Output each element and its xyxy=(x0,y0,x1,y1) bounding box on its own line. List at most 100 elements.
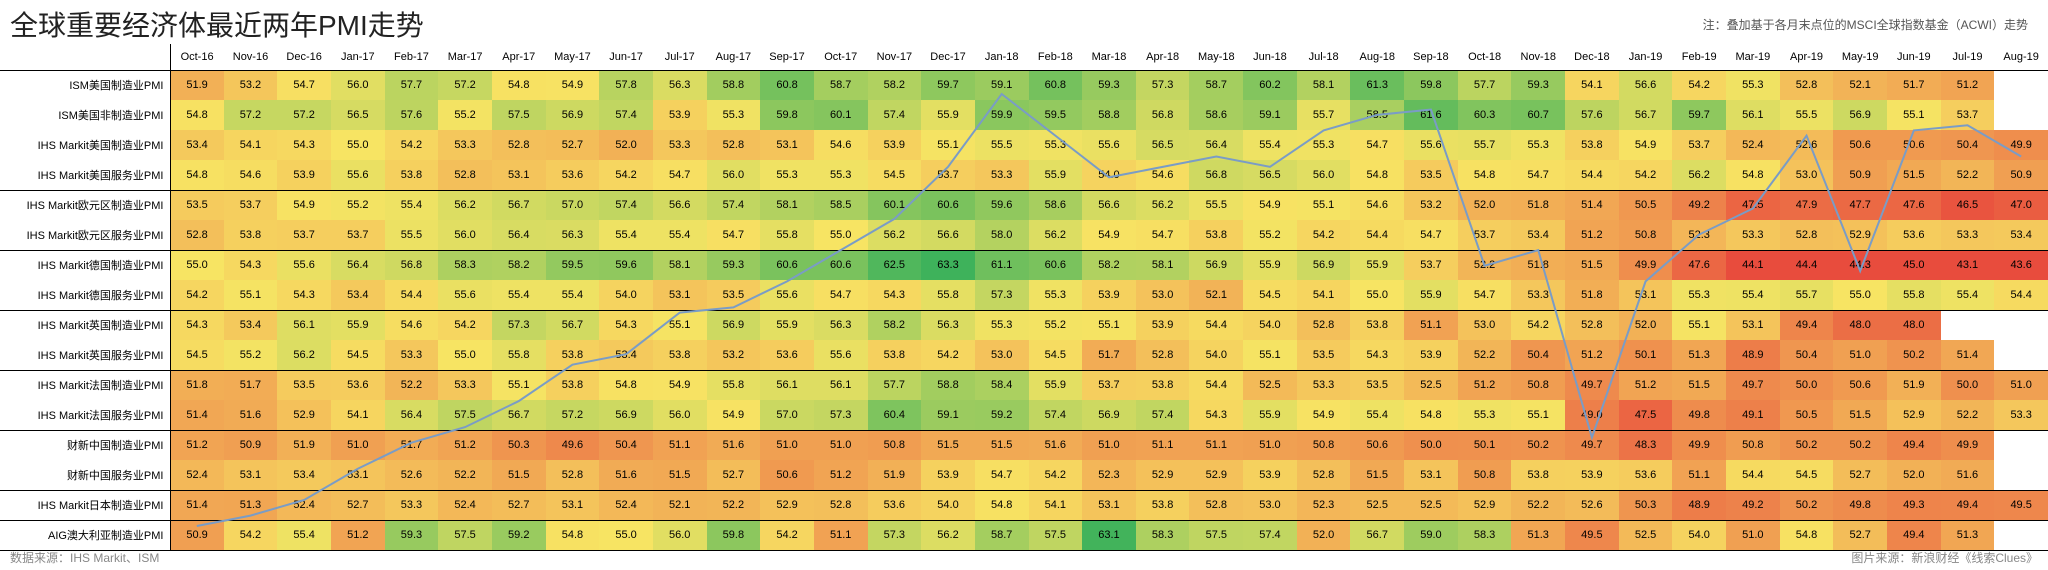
heatmap-cell: 60.1 xyxy=(814,100,868,130)
series-label: IHS Markit法国制造业PMI xyxy=(0,370,170,400)
month-header: Mar-18 xyxy=(1082,44,1136,70)
heatmap-cell: 59.6 xyxy=(975,190,1029,220)
heatmap-cell: 51.9 xyxy=(170,70,224,100)
heatmap-cell: 53.7 xyxy=(224,190,278,220)
heatmap-cell: 57.4 xyxy=(1029,400,1083,430)
heatmap-cell: 43.1 xyxy=(1941,250,1995,280)
heatmap-cell: 57.4 xyxy=(599,100,653,130)
footer-left: 数据来源：IHS Markit、ISM xyxy=(10,549,159,566)
heatmap-cell: 58.1 xyxy=(760,190,814,220)
month-header: Oct-16 xyxy=(170,44,224,70)
heatmap-cell: 50.6 xyxy=(1887,130,1941,160)
heatmap-cell: 49.8 xyxy=(1672,400,1726,430)
heatmap-cell: 54.8 xyxy=(492,70,546,100)
heatmap-cell: 54.2 xyxy=(170,280,224,310)
heatmap-cell: 55.3 xyxy=(1458,400,1512,430)
series-label: IHS Markit欧元区服务业PMI xyxy=(0,220,170,250)
heatmap-cell: 51.3 xyxy=(1941,520,1995,550)
heatmap-cell: 56.1 xyxy=(277,310,331,340)
heatmap-cell: 54.9 xyxy=(653,370,707,400)
heatmap-cell: 53.4 xyxy=(331,280,385,310)
heatmap-cell: 54.6 xyxy=(1350,190,1404,220)
heatmap-cell: 54.8 xyxy=(1726,160,1780,190)
heatmap-cell: 54.8 xyxy=(975,490,1029,520)
heatmap-cell: 53.8 xyxy=(653,340,707,370)
heatmap-cell: 52.0 xyxy=(1619,310,1673,340)
heatmap-cell: 52.9 xyxy=(1833,220,1887,250)
heatmap-cell: 49.4 xyxy=(1887,520,1941,550)
heatmap-cell: 56.2 xyxy=(277,340,331,370)
heatmap-cell: 53.9 xyxy=(1404,340,1458,370)
heatmap-cell: 53.0 xyxy=(1136,280,1190,310)
heatmap-cell: 47.0 xyxy=(1994,190,2048,220)
heatmap-cell: 51.1 xyxy=(1672,460,1726,490)
heatmap-cell: 59.8 xyxy=(760,100,814,130)
heatmap-cell: 51.3 xyxy=(1511,520,1565,550)
heatmap-cell: 53.5 xyxy=(1404,160,1458,190)
heatmap-cell: 54.0 xyxy=(599,280,653,310)
heatmap-cell: 52.9 xyxy=(1887,400,1941,430)
heatmap-cell: 53.7 xyxy=(1458,220,1512,250)
heatmap-cell: 55.4 xyxy=(492,280,546,310)
heatmap-cell: 54.8 xyxy=(170,160,224,190)
heatmap-cell: 53.8 xyxy=(1136,490,1190,520)
heatmap-cell: 56.2 xyxy=(1672,160,1726,190)
heatmap-cell: 46.5 xyxy=(1941,190,1995,220)
heatmap-cell: 54.2 xyxy=(599,160,653,190)
heatmap-cell: 55.9 xyxy=(760,310,814,340)
month-header: May-17 xyxy=(546,44,600,70)
series-label: ISM美国制造业PMI xyxy=(0,70,170,100)
heatmap-cell: 55.6 xyxy=(438,280,492,310)
heatmap-cell: 45.0 xyxy=(1887,250,1941,280)
heatmap-cell: 54.5 xyxy=(1029,340,1083,370)
heatmap-cell: 47.5 xyxy=(1619,400,1673,430)
heatmap-cell: 55.6 xyxy=(1082,130,1136,160)
heatmap-cell: 52.2 xyxy=(1511,490,1565,520)
heatmap-cell: 53.1 xyxy=(1619,280,1673,310)
heatmap-cell: 55.9 xyxy=(1029,370,1083,400)
heatmap-cell: 56.7 xyxy=(492,190,546,220)
heatmap-cell: 52.5 xyxy=(1619,520,1673,550)
heatmap-cell: 51.8 xyxy=(170,370,224,400)
heatmap-cell xyxy=(1994,520,2048,550)
heatmap-cell: 55.8 xyxy=(492,340,546,370)
heatmap-cell: 56.8 xyxy=(1136,100,1190,130)
heatmap-cell: 54.6 xyxy=(814,130,868,160)
heatmap-cell: 56.7 xyxy=(546,310,600,340)
heatmap-cell: 55.2 xyxy=(331,190,385,220)
heatmap-cell: 53.9 xyxy=(1243,460,1297,490)
heatmap-cell: 58.1 xyxy=(1136,250,1190,280)
heatmap-cell: 52.8 xyxy=(492,130,546,160)
heatmap-cell: 53.1 xyxy=(1726,310,1780,340)
heatmap-cell: 51.6 xyxy=(707,430,761,460)
heatmap-cell: 57.3 xyxy=(1136,70,1190,100)
heatmap-cell: 55.5 xyxy=(975,130,1029,160)
heatmap-cell: 54.9 xyxy=(1082,220,1136,250)
heatmap-cell: 60.8 xyxy=(1029,70,1083,100)
heatmap-cell: 55.4 xyxy=(599,220,653,250)
heatmap-cell: 55.2 xyxy=(1029,310,1083,340)
heatmap-cell: 43.6 xyxy=(1994,250,2048,280)
heatmap-cell: 53.0 xyxy=(1458,310,1512,340)
heatmap-cell: 61.1 xyxy=(975,250,1029,280)
heatmap-cell: 51.2 xyxy=(1565,340,1619,370)
heatmap-cell: 59.3 xyxy=(1082,70,1136,100)
month-header: Apr-17 xyxy=(492,44,546,70)
heatmap-cell: 52.7 xyxy=(1833,520,1887,550)
heatmap-cell: 55.8 xyxy=(760,220,814,250)
heatmap-cell: 57.5 xyxy=(1029,520,1083,550)
heatmap-cell: 56.9 xyxy=(1189,250,1243,280)
heatmap-cell: 52.8 xyxy=(1780,220,1834,250)
heatmap-cell: 50.4 xyxy=(599,430,653,460)
heatmap-cell: 55.1 xyxy=(1887,100,1941,130)
heatmap-cell: 54.4 xyxy=(1994,280,2048,310)
heatmap-cell: 60.1 xyxy=(868,190,922,220)
heatmap-cell: 49.3 xyxy=(1887,490,1941,520)
heatmap-cell: 49.4 xyxy=(1941,490,1995,520)
heatmap-cell: 55.9 xyxy=(331,310,385,340)
heatmap-cell: 48.0 xyxy=(1833,310,1887,340)
heatmap-cell: 59.2 xyxy=(975,400,1029,430)
heatmap-cell: 53.6 xyxy=(1887,220,1941,250)
heatmap-cell: 59.1 xyxy=(1243,100,1297,130)
heatmap-cell: 56.0 xyxy=(1297,160,1351,190)
